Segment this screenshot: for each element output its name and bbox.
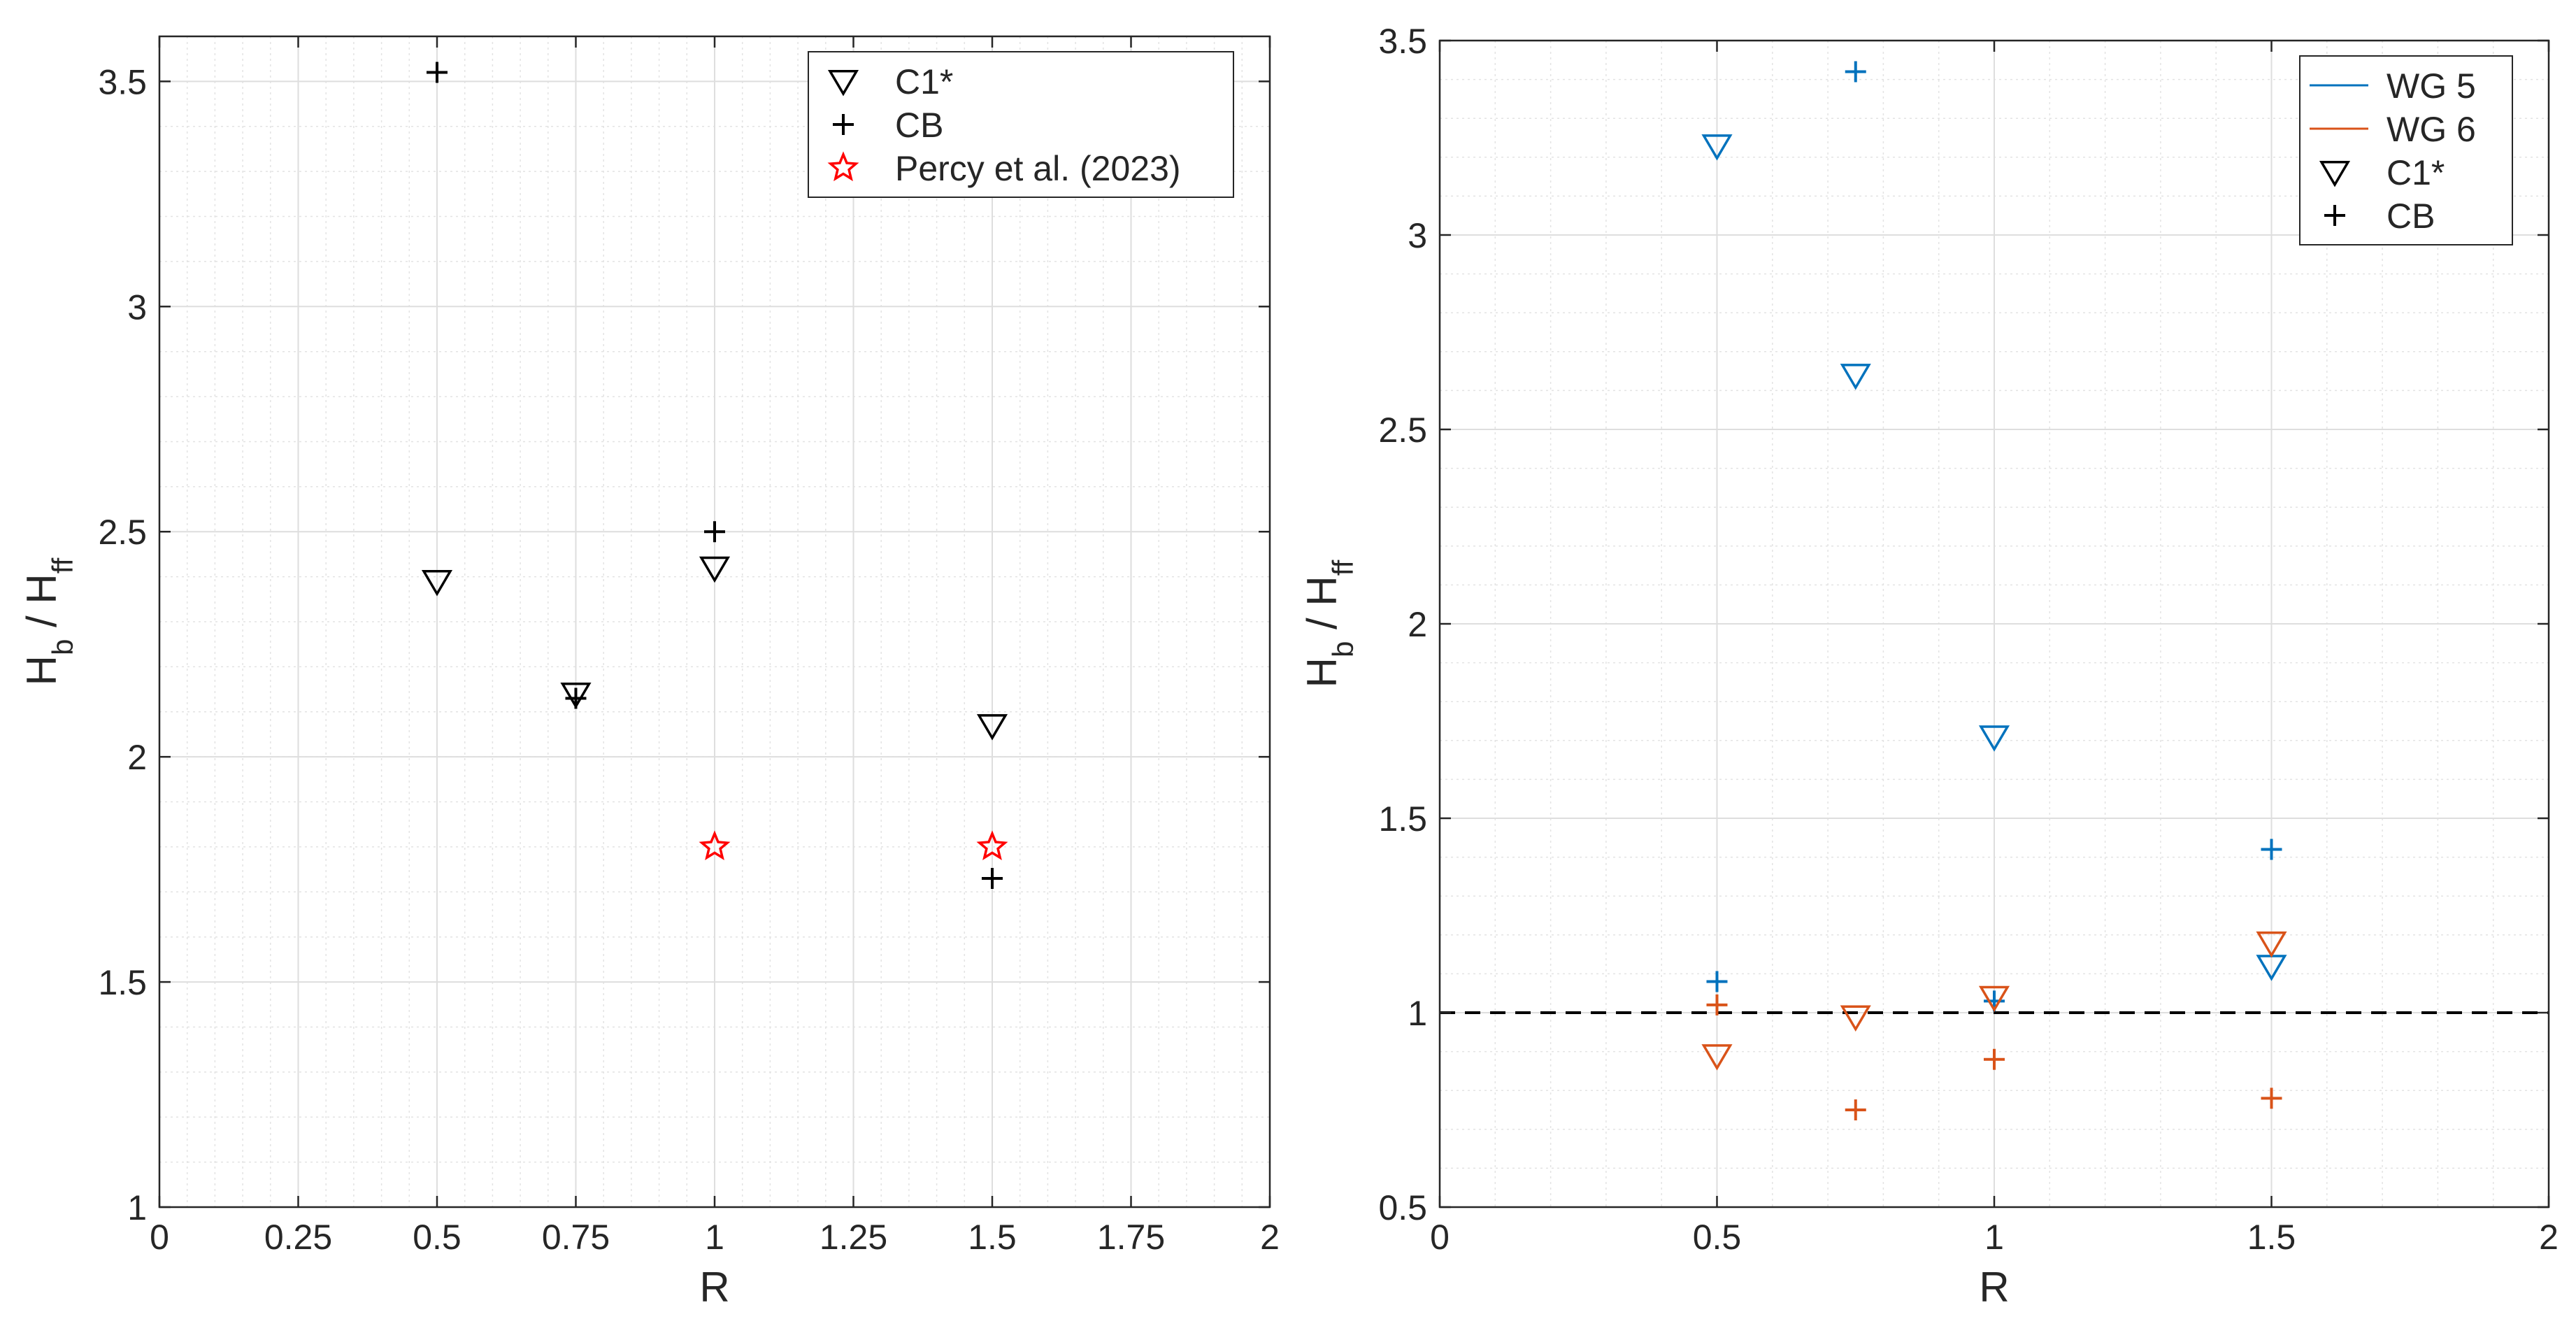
- y-tick-label: 2: [127, 738, 147, 777]
- y-tick-label: 2: [1408, 605, 1427, 644]
- x-tick-label: 1: [1984, 1218, 2004, 1257]
- x-tick-label: 0.75: [542, 1218, 610, 1257]
- y-axis-label-part: H: [1298, 576, 1345, 606]
- y-axis-label-part: H: [18, 573, 65, 604]
- x-tick-label: 2: [2539, 1218, 2559, 1257]
- y-tick-label: 3: [127, 287, 147, 327]
- legend-label: C1*: [2387, 153, 2445, 192]
- x-tick-label: 1.5: [2247, 1218, 2296, 1257]
- x-tick-label: 2: [1260, 1218, 1280, 1257]
- legend-label: WG 5: [2387, 66, 2476, 106]
- y-tick-label: 1: [1408, 994, 1427, 1033]
- legend: C1* CB Percy et al. (2023): [808, 52, 1233, 197]
- left-chart-panel: 0 0.25 0.5 0.75 1 1.25 1.5 1.75 2 1 1.5 2 2.5 3 3.5 R Hb…: [18, 36, 1280, 1311]
- y-tick-label: 3.5: [1378, 22, 1427, 61]
- x-axis-label: R: [1979, 1264, 2009, 1311]
- y-tick-label: 2.5: [1378, 411, 1427, 450]
- x-tick-label: 0.5: [413, 1218, 461, 1257]
- y-tick-label: 1: [127, 1188, 147, 1227]
- y-tick-label: 1.5: [98, 963, 147, 1002]
- y-tick-label: 2.5: [98, 513, 147, 552]
- y-axis-label-part: H: [18, 655, 65, 685]
- y-axis-label-part: b: [46, 639, 79, 655]
- x-tick-label: 0: [1430, 1218, 1450, 1257]
- x-tick-label: 0: [150, 1218, 169, 1257]
- y-axis-label-part: ff: [46, 557, 79, 573]
- x-tick-label: 1: [705, 1218, 724, 1257]
- x-tick-label: 1.5: [968, 1218, 1017, 1257]
- legend-label: C1*: [895, 62, 953, 101]
- x-tick-label: 1.25: [820, 1218, 887, 1257]
- y-axis-label-part: /: [1298, 606, 1345, 641]
- legend-label: WG 6: [2387, 110, 2476, 149]
- legend-label: CB: [895, 106, 943, 145]
- y-tick-label: 1.5: [1378, 799, 1427, 839]
- y-axis-label-part: H: [1298, 657, 1345, 687]
- y-axis-label-part: b: [1326, 641, 1359, 657]
- y-axis-label-part: /: [18, 604, 65, 639]
- legend-label: Percy et al. (2023): [895, 149, 1181, 188]
- y-axis-label-part: ff: [1326, 559, 1359, 576]
- y-tick-label: 3: [1408, 216, 1427, 255]
- x-tick-label: 1.75: [1097, 1218, 1165, 1257]
- x-tick-label: 0.25: [264, 1218, 332, 1257]
- x-tick-label: 0.5: [1693, 1218, 1742, 1257]
- figure: 0 0.25 0.5 0.75 1 1.25 1.5 1.75 2 1 1.5 2 2.5 3 3.5 R Hb…: [0, 0, 2576, 1333]
- legend-label: CB: [2387, 197, 2435, 236]
- legend: WG 5 WG 6 C1* CB: [2300, 56, 2512, 245]
- y-tick-label: 3.5: [98, 62, 147, 101]
- x-axis-label: R: [699, 1264, 729, 1311]
- y-tick-label: 0.5: [1378, 1188, 1427, 1227]
